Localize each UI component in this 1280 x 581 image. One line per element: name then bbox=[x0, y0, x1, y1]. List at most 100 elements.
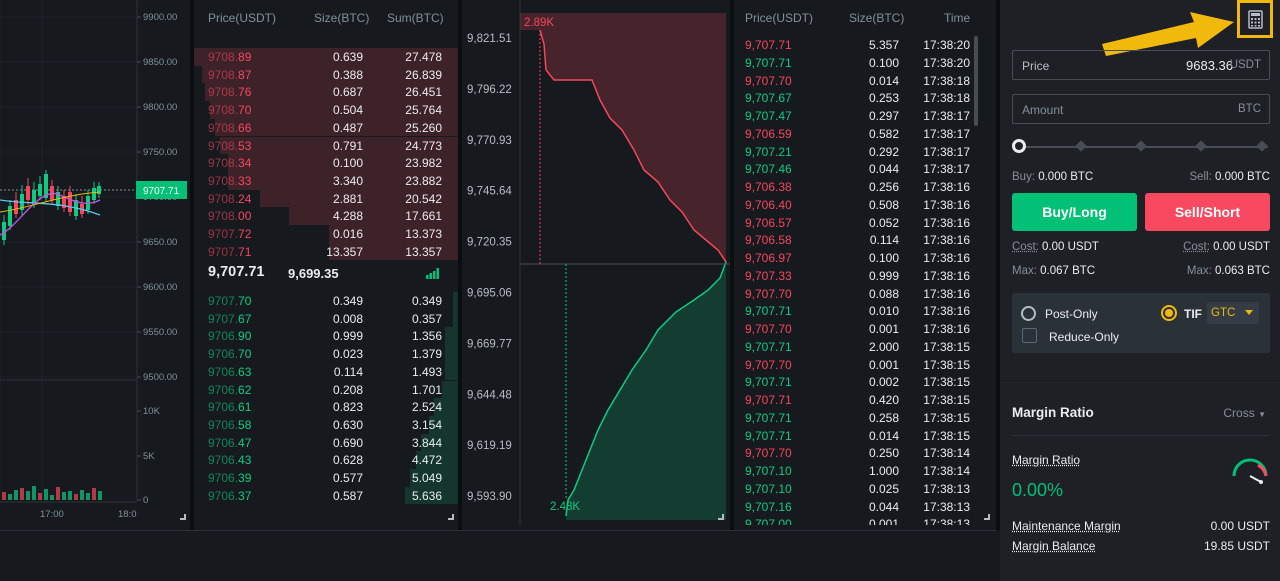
ask-row[interactable]: 9708.76 0.687 26.451 bbox=[194, 83, 458, 102]
tif-radio[interactable] bbox=[1161, 305, 1177, 321]
depth-chart-panel[interactable]: 9,821.51 9,796.22 9,770.93 9,745.64 9,720.35… bbox=[462, 0, 730, 525]
volume-bar bbox=[8, 494, 12, 500]
ask-row[interactable]: 9708.24 2.881 20.542 bbox=[194, 189, 458, 208]
bid-row[interactable]: 9706.37 0.587 5.636 bbox=[194, 486, 458, 505]
sell-short-button[interactable]: Sell/Short bbox=[1145, 193, 1270, 231]
trades-scrollbar[interactable] bbox=[974, 36, 978, 126]
depth-chart[interactable]: 9,821.51 9,796.22 9,770.93 9,745.64 9,720.35… bbox=[462, 0, 730, 525]
trade-price: 9,707.10 bbox=[745, 481, 792, 496]
buy-long-button[interactable]: Buy/Long bbox=[1012, 193, 1137, 231]
price-cell: 9708.00 bbox=[208, 209, 251, 223]
margin-mode-select[interactable]: Cross ▼ bbox=[1223, 406, 1266, 420]
slider-step[interactable] bbox=[1195, 140, 1207, 152]
price-int: 9708. bbox=[208, 85, 239, 100]
calculator-button[interactable] bbox=[1237, 0, 1273, 38]
bid-row[interactable]: 9706.90 0.999 1.356 bbox=[194, 327, 458, 346]
trade-price: 9,707.00 bbox=[745, 517, 792, 525]
ask-row[interactable]: 9708.87 0.388 26.839 bbox=[194, 65, 458, 84]
size-cell: 0.008 bbox=[332, 311, 363, 326]
trade-price: 9,706.40 bbox=[745, 197, 792, 212]
ask-depth-area bbox=[520, 13, 726, 262]
price-tick-label: 9650.00 bbox=[143, 237, 177, 248]
ask-row[interactable]: 9708.66 0.487 25.260 bbox=[194, 118, 458, 137]
ask-row[interactable]: 9708.33 3.340 23.882 bbox=[194, 171, 458, 190]
price-cell: 9708.87 bbox=[208, 68, 251, 82]
resize-handle[interactable] bbox=[718, 514, 724, 520]
trade-size: 0.100 bbox=[868, 251, 899, 265]
trade-price: 9,707.10 bbox=[745, 464, 792, 478]
tif-select[interactable]: GTC bbox=[1207, 302, 1259, 324]
reduce-only-checkbox[interactable] bbox=[1022, 328, 1037, 343]
depth-bar bbox=[421, 433, 458, 452]
price-dec: 76 bbox=[238, 85, 252, 100]
post-only-radio[interactable] bbox=[1021, 306, 1036, 321]
slider-step[interactable] bbox=[1256, 140, 1268, 152]
slider-handle[interactable] bbox=[1012, 139, 1026, 153]
candlestick-chart-panel[interactable]: 9900.009850.009800.009750.009700.009650.… bbox=[0, 0, 190, 525]
depth-bar bbox=[434, 398, 458, 416]
price-int: 9706. bbox=[208, 488, 239, 503]
bottom-panel bbox=[0, 530, 996, 581]
size-cell: 0.587 bbox=[332, 488, 363, 503]
ask-row[interactable]: 9708.00 4.288 17.661 bbox=[194, 207, 458, 225]
trade-time: 17:38:17 bbox=[923, 109, 970, 123]
margin-ratio-title: Margin Ratio bbox=[1012, 405, 1094, 420]
ask-row[interactable]: 9708.70 0.504 25.764 bbox=[194, 101, 458, 119]
price-cell: 9708.53 bbox=[208, 139, 251, 153]
candle-body bbox=[68, 192, 72, 212]
bid-row[interactable]: 9707.67 0.008 0.357 bbox=[194, 309, 458, 328]
price-dec: 66 bbox=[238, 120, 252, 135]
bid-row[interactable]: 9706.61 0.823 2.524 bbox=[194, 398, 458, 416]
bid-row[interactable]: 9707.70 0.349 0.349 bbox=[194, 292, 458, 310]
trade-price: 9,707.70 bbox=[745, 286, 792, 301]
resize-handle[interactable] bbox=[180, 514, 186, 520]
bid-row[interactable]: 9706.62 0.208 1.701 bbox=[194, 380, 458, 399]
bid-row[interactable]: 9706.70 0.023 1.379 bbox=[194, 345, 458, 363]
candlestick-chart[interactable]: 9900.009850.009800.009750.009700.009650.… bbox=[0, 0, 190, 525]
trade-row: 9,707.70 0.014 17:38:18 bbox=[734, 72, 996, 90]
resize-handle[interactable] bbox=[984, 514, 990, 520]
trade-price: 9,707.71 bbox=[745, 393, 792, 407]
trade-row: 9,707.21 0.292 17:38:17 bbox=[734, 143, 996, 161]
bid-row[interactable]: 9706.63 0.114 1.493 bbox=[194, 362, 458, 381]
slider-step[interactable] bbox=[1075, 140, 1087, 152]
amount-input[interactable]: Amount BTC bbox=[1012, 94, 1270, 124]
trade-row: 9,706.97 0.100 17:38:16 bbox=[734, 249, 996, 267]
price-tick-label: 9550.00 bbox=[143, 327, 177, 338]
ask-row[interactable]: 9708.53 0.791 24.773 bbox=[194, 136, 458, 155]
price-cell: 9708.70 bbox=[208, 103, 251, 117]
ask-depth-label: 2.89K bbox=[524, 17, 554, 29]
sum-cell: 3.844 bbox=[411, 435, 442, 450]
sum-cell: 1.701 bbox=[411, 382, 442, 397]
sell-cost: Cost: 0.00 USDT bbox=[1183, 241, 1270, 253]
trade-time: 17:38:13 bbox=[923, 481, 970, 496]
trade-time: 17:38:18 bbox=[923, 73, 970, 88]
ask-row[interactable]: 9707.72 0.016 13.373 bbox=[194, 225, 458, 243]
price-int: 9707. bbox=[208, 311, 239, 326]
trade-row: 9,707.70 0.088 17:38:16 bbox=[734, 285, 996, 303]
trade-price: 9,706.57 bbox=[745, 215, 792, 230]
time-tick-label: 17:00 bbox=[40, 509, 64, 520]
trade-time: 17:38:15 bbox=[923, 339, 970, 354]
trade-row: 9,707.70 0.001 17:38:16 bbox=[734, 320, 996, 338]
ask-row[interactable]: 9708.89 0.639 27.478 bbox=[194, 48, 458, 66]
trade-time: 17:38:16 bbox=[923, 180, 970, 194]
depth-price-tick: 9,695.06 bbox=[467, 288, 512, 300]
ask-row[interactable]: 9707.71 13.357 13.357 bbox=[194, 242, 458, 261]
price-dec: 61 bbox=[238, 400, 252, 415]
price-input[interactable]: Price 9683.36 USDT bbox=[1012, 50, 1270, 80]
trade-size: 0.025 bbox=[868, 481, 899, 496]
bid-row[interactable]: 9706.47 0.690 3.844 bbox=[194, 433, 458, 452]
ask-row[interactable]: 9708.34 0.100 23.982 bbox=[194, 154, 458, 172]
slider-step[interactable] bbox=[1135, 140, 1147, 152]
sell-available-value: 0.000 BTC bbox=[1215, 171, 1270, 183]
bid-depth-line bbox=[565, 261, 727, 517]
resize-handle[interactable] bbox=[448, 514, 454, 520]
depth-price-tick: 9,593.90 bbox=[467, 491, 512, 503]
price-dec: 90 bbox=[238, 329, 252, 344]
bid-row[interactable]: 9706.43 0.628 4.472 bbox=[194, 451, 458, 469]
bid-row[interactable]: 9706.58 0.630 3.154 bbox=[194, 415, 458, 434]
bid-row[interactable]: 9706.39 0.577 5.049 bbox=[194, 469, 458, 487]
price-dec: 87 bbox=[238, 67, 252, 82]
price-int: 9707. bbox=[208, 227, 239, 241]
